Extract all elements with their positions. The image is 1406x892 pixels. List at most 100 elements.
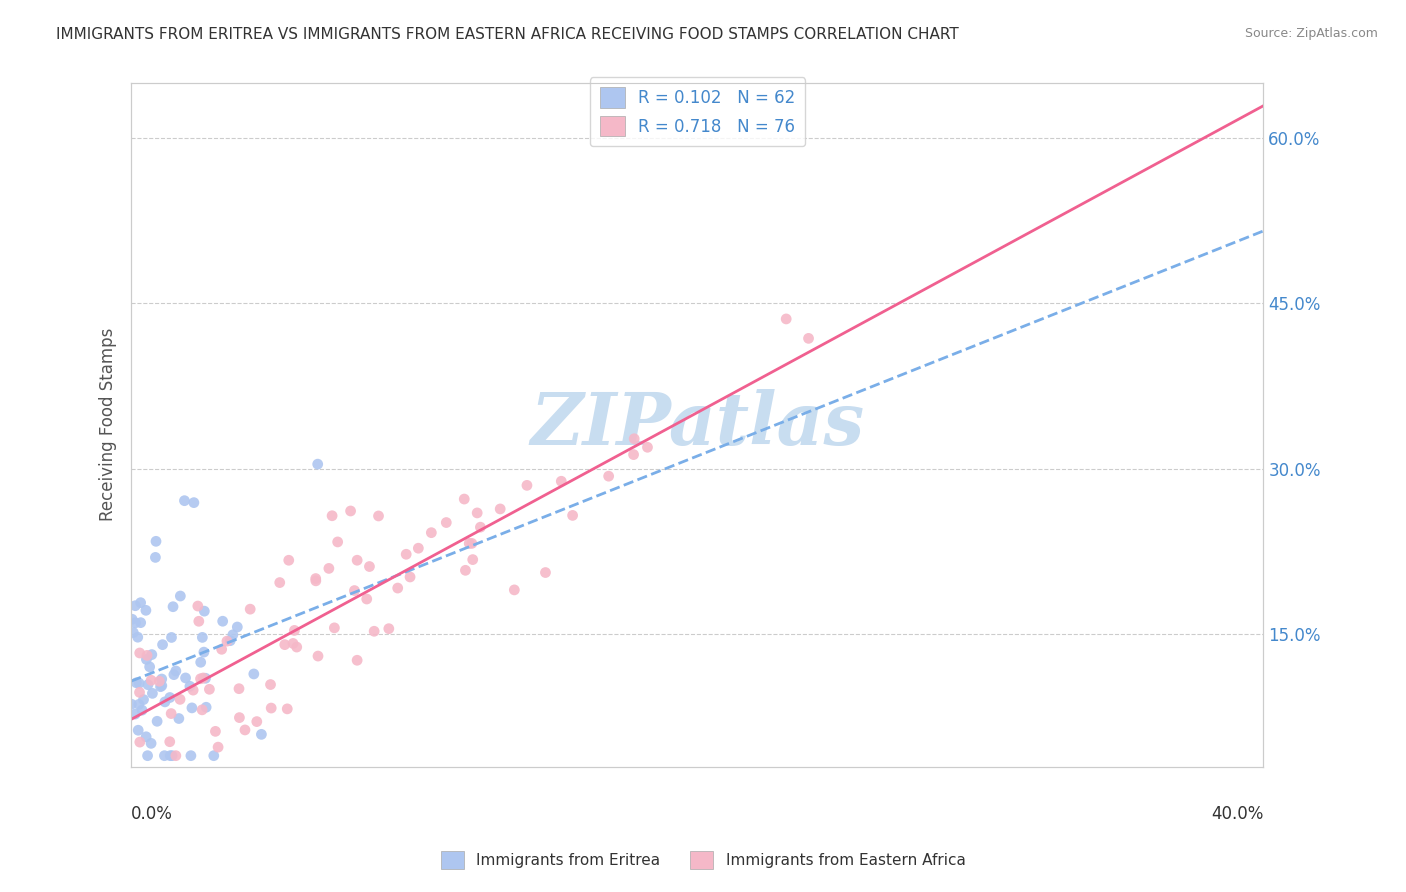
Text: Source: ZipAtlas.com: Source: ZipAtlas.com [1244, 27, 1378, 40]
Point [132, 692, 155, 706]
Point [598, 469, 620, 483]
Text: IMMIGRANTS FROM ERITREA VS IMMIGRANTS FROM EASTERN AFRICA RECEIVING FOOD STAMPS : IMMIGRANTS FROM ERITREA VS IMMIGRANTS FR… [56, 27, 959, 42]
Point [516, 478, 538, 492]
Point [321, 508, 343, 523]
Point [146, 714, 169, 729]
Point [128, 698, 150, 712]
Point [346, 653, 368, 667]
Point [169, 589, 191, 603]
Point [198, 682, 221, 697]
Point [326, 535, 349, 549]
Point [162, 599, 184, 614]
Point [136, 648, 159, 663]
Point [139, 736, 162, 750]
Text: 40.0%: 40.0% [1211, 805, 1264, 823]
Point [129, 615, 152, 630]
Point [187, 599, 209, 613]
Point [124, 599, 146, 613]
Point [150, 679, 173, 693]
Point [797, 331, 820, 345]
Point [226, 620, 249, 634]
Point [159, 748, 181, 763]
Point [211, 614, 233, 628]
Point [453, 491, 475, 506]
Point [190, 672, 212, 686]
Point [173, 493, 195, 508]
Point [367, 508, 389, 523]
Point [128, 685, 150, 699]
Point [153, 748, 176, 763]
Point [193, 604, 215, 618]
Point [149, 680, 172, 694]
Point [243, 667, 266, 681]
Point [222, 628, 245, 642]
Point [458, 536, 481, 550]
Point [359, 559, 381, 574]
Point [153, 695, 176, 709]
Point [250, 727, 273, 741]
Point [128, 646, 150, 660]
Point [239, 602, 262, 616]
Point [503, 582, 526, 597]
Point [127, 630, 149, 644]
Point [219, 633, 242, 648]
Point [124, 615, 146, 630]
Point [623, 432, 645, 446]
Point [159, 690, 181, 705]
Point [356, 592, 378, 607]
Point [534, 566, 557, 580]
Point [461, 536, 484, 550]
Legend: Immigrants from Eritrea, Immigrants from Eastern Africa: Immigrants from Eritrea, Immigrants from… [434, 845, 972, 875]
Point [623, 448, 645, 462]
Point [363, 624, 385, 639]
Point [281, 636, 304, 650]
Point [129, 596, 152, 610]
Point [637, 440, 659, 454]
Point [343, 583, 366, 598]
Point [193, 645, 215, 659]
Point [215, 634, 238, 648]
Point [174, 671, 197, 685]
Point [148, 674, 170, 689]
Point [160, 631, 183, 645]
Point [120, 697, 142, 711]
Point [160, 706, 183, 721]
Point [128, 676, 150, 690]
Point [193, 671, 215, 685]
Point [138, 660, 160, 674]
Point [121, 612, 143, 626]
Point [408, 541, 430, 556]
Point [276, 702, 298, 716]
Point [135, 730, 157, 744]
Point [399, 570, 422, 584]
Point [150, 672, 173, 686]
Point [465, 506, 488, 520]
Y-axis label: Receiving Food Stamps: Receiving Food Stamps [100, 328, 117, 522]
Point [169, 692, 191, 706]
Point [259, 677, 281, 691]
Point [187, 615, 209, 629]
Point [191, 631, 214, 645]
Point [233, 723, 256, 737]
Point [165, 748, 187, 763]
Point [211, 642, 233, 657]
Point [387, 581, 409, 595]
Point [246, 714, 269, 729]
Point [550, 475, 572, 489]
Point [260, 701, 283, 715]
Point [131, 703, 153, 717]
Point [163, 667, 186, 681]
Point [127, 723, 149, 738]
Point [204, 724, 226, 739]
Point [454, 563, 477, 577]
Point [159, 735, 181, 749]
Point [141, 673, 163, 688]
Point [135, 603, 157, 617]
Point [228, 710, 250, 724]
Point [122, 625, 145, 640]
Point [136, 748, 159, 763]
Point [561, 508, 583, 523]
Point [183, 495, 205, 509]
Point [180, 748, 202, 763]
Point [305, 574, 328, 588]
